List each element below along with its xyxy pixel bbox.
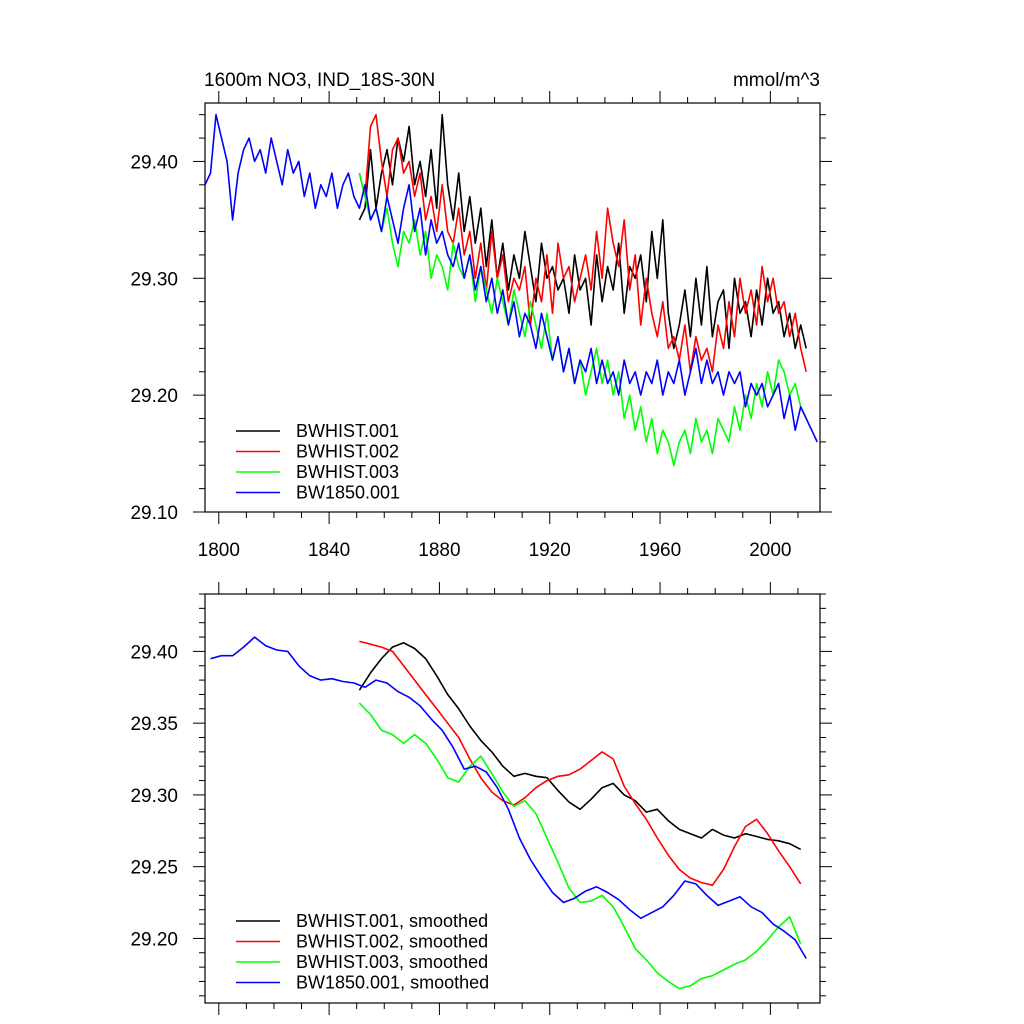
top-series-line-bw1850-001 bbox=[204, 113, 818, 443]
top-y-tick-label-0: 29.10 bbox=[130, 503, 178, 524]
top-series-line-bwhist-002 bbox=[358, 113, 807, 373]
bottom-y-tick-label-2: 29.30 bbox=[130, 786, 178, 807]
bottom-series-line-bw1850-001-smoothed bbox=[210, 636, 807, 959]
bottom-y-tick-label-3: 29.35 bbox=[130, 714, 178, 735]
top-legend-label-bwhist-003: BWHIST.003 bbox=[296, 462, 399, 482]
top-panel-raw: 1600m NO3, IND_18S-30N mmol/m^3 1800 1840… bbox=[130, 70, 832, 561]
top-x-tick-label-1960: 1960 bbox=[639, 540, 681, 561]
top-legend-label-bw1850-001: BW1850.001 bbox=[296, 483, 400, 503]
bottom-legend-label-bwhist-003-smoothed: BWHIST.003, smoothed bbox=[296, 952, 488, 972]
top-legend-label-bwhist-001: BWHIST.001 bbox=[296, 421, 399, 441]
top-x-tick-label-1880: 1880 bbox=[418, 540, 460, 561]
bottom-y-tick-label-0: 29.20 bbox=[130, 929, 178, 950]
top-x-tick-label-1920: 1920 bbox=[529, 540, 571, 561]
bottom-y-tick-label-1: 29.25 bbox=[130, 858, 178, 879]
top-plot-area: 1800 1840 1880 1920 1960 2000 29.10 29.20 29.30 2… bbox=[130, 91, 832, 561]
bottom-legend-label-bwhist-001-smoothed: BWHIST.001, smoothed bbox=[296, 911, 488, 931]
bottom-plot-area: 29.20 29.25 29.30 29.35 29.40 BWHIST.001, smo… bbox=[130, 582, 832, 1015]
top-y-tick-label-1: 29.20 bbox=[130, 386, 178, 407]
top-y-tick-label-3: 29.40 bbox=[130, 152, 178, 173]
top-plot-frame bbox=[204, 102, 821, 513]
top-title-left: 1600m NO3, IND_18S-30N bbox=[204, 70, 435, 91]
top-y-tick-label-2: 29.30 bbox=[130, 269, 178, 290]
bottom-plot-frame bbox=[204, 593, 821, 1004]
top-series-line-bwhist-003 bbox=[358, 172, 807, 467]
bottom-series-line-bwhist-002-smoothed bbox=[359, 640, 802, 887]
top-series-line-bwhist-001 bbox=[358, 113, 807, 350]
top-x-tick-label-1840: 1840 bbox=[308, 540, 350, 561]
bottom-legend-label-bwhist-002-smoothed: BWHIST.002, smoothed bbox=[296, 932, 488, 952]
bottom-legend-label-bw1850-001-smoothed: BW1850.001, smoothed bbox=[296, 973, 489, 993]
top-legend-label-bwhist-002: BWHIST.002 bbox=[296, 442, 399, 462]
bottom-series-line-bwhist-001-smoothed bbox=[358, 641, 802, 851]
bottom-series-line-bwhist-003-smoothed bbox=[358, 702, 802, 990]
top-x-tick-label-1800: 1800 bbox=[198, 540, 240, 561]
top-x-tick-label-2000: 2000 bbox=[749, 540, 791, 561]
bottom-panel-smoothed: 29.20 29.25 29.30 29.35 29.40 BWHIST.001, smo… bbox=[130, 582, 832, 1015]
top-title-units: mmol/m^3 bbox=[733, 70, 820, 91]
bottom-y-tick-label-4: 29.40 bbox=[130, 642, 178, 663]
